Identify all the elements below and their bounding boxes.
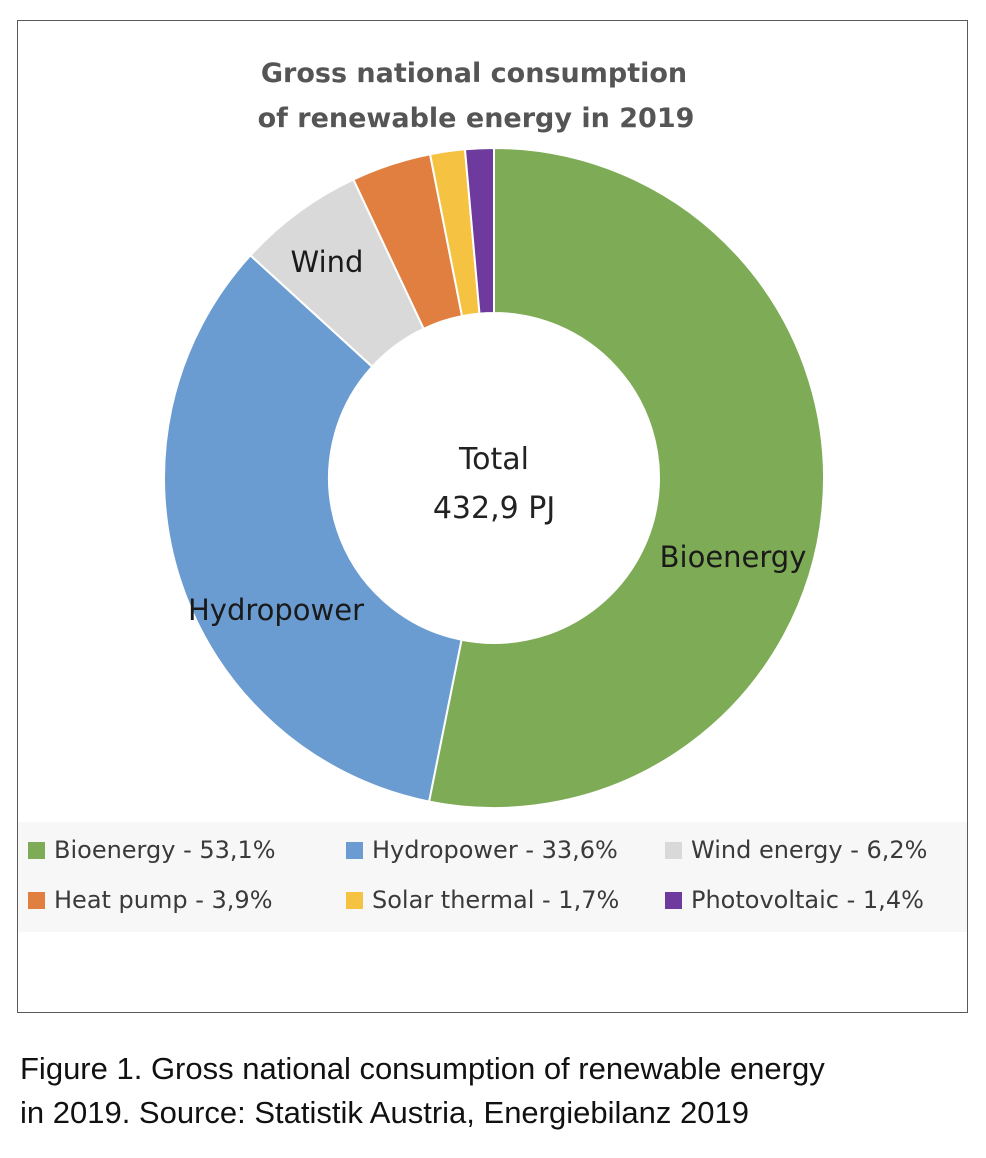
legend-swatch: [665, 841, 682, 859]
slice-label-wind: Wind: [291, 245, 364, 279]
legend-label: Bioenergy - 53,1%: [54, 836, 276, 864]
center-label-title: Total: [458, 442, 529, 477]
legend-label: Heat pump - 3,9%: [54, 886, 273, 914]
legend-label: Wind energy - 6,2%: [691, 836, 928, 864]
legend-item-wind-energy: Wind energy - 6,2%: [665, 836, 927, 864]
legend-label: Hydropower - 33,6%: [372, 836, 618, 864]
figure-caption: Figure 1. Gross national consumption of …: [20, 1047, 970, 1135]
slice-label-hydropower: Hydropower: [188, 593, 364, 627]
slice-hydropower: [163, 253, 463, 803]
legend-label: Solar thermal - 1,7%: [372, 886, 620, 914]
slice-photovoltaic: [463, 146, 495, 315]
center-label-value: 432,9 PJ: [433, 491, 555, 526]
legend: Bioenergy - 53,1% Hydropower - 33,6% Win…: [18, 822, 967, 932]
chart-title-line-2: of renewable energy in 2019: [258, 103, 695, 134]
caption-line-1: Figure 1. Gross national consumption of …: [20, 1051, 825, 1086]
legend-item-hydropower: Hydropower - 33,6%: [346, 836, 618, 864]
legend-swatch: [28, 891, 45, 909]
slice-label-bioenergy: Bioenergy: [660, 540, 807, 574]
legend-item-solar-thermal: Solar thermal - 1,7%: [346, 886, 619, 914]
legend-item-photovoltaic: Photovoltaic - 1,4%: [665, 886, 924, 914]
legend-swatch: [28, 841, 45, 859]
legend-label: Photovoltaic - 1,4%: [691, 886, 924, 914]
legend-item-heat-pump: Heat pump - 3,9%: [28, 886, 273, 914]
slice-bioenergy: [427, 146, 825, 809]
chart-title-line-1: Gross national consumption: [261, 58, 687, 89]
legend-item-bioenergy: Bioenergy - 53,1%: [28, 836, 276, 864]
legend-swatch: [665, 891, 682, 909]
legend-swatch: [346, 891, 363, 909]
legend-swatch: [346, 841, 363, 859]
caption-line-2: in 2019. Source: Statistik Austria, Ener…: [20, 1095, 749, 1130]
slices-group: [163, 146, 825, 809]
